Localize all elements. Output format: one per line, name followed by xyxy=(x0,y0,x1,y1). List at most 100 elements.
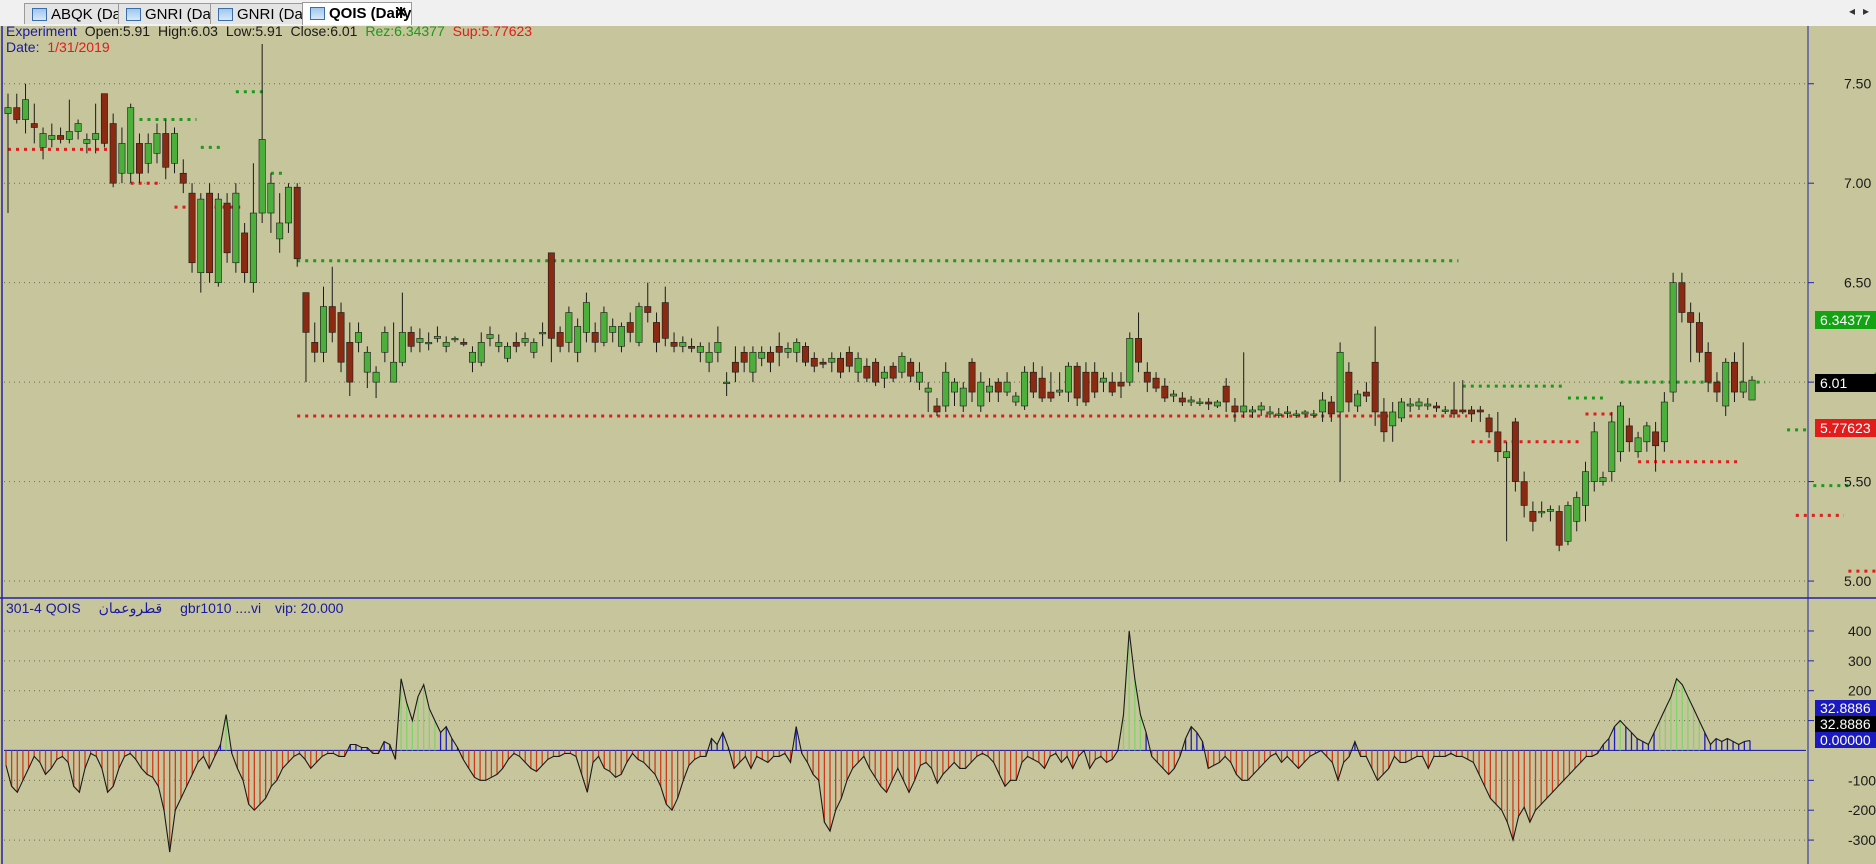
candle-body xyxy=(635,306,643,343)
candle-body xyxy=(1643,425,1651,443)
candle-body xyxy=(486,334,494,339)
candle-body xyxy=(556,332,564,347)
candle-body xyxy=(1362,391,1370,397)
tab-bar: ABQK (Daily) GNRI (Daily) GNRI (Daily) Q… xyxy=(0,0,1876,27)
price-pane-header: Experiment Open:5.91 High:6.03 Low:5.91 … xyxy=(6,26,532,39)
candle-body xyxy=(1371,361,1379,413)
tab-gnri-daily-1[interactable]: GNRI (Daily) xyxy=(118,3,212,24)
candle-body xyxy=(1397,401,1405,419)
price-tick-label: 5.50 xyxy=(1844,474,1871,490)
candle-body xyxy=(1380,411,1388,433)
candle-body xyxy=(1582,471,1589,506)
scroll-left-icon[interactable]: ◂ xyxy=(1849,4,1856,18)
candle-body xyxy=(653,322,660,343)
osc-tag1: 32.8886 xyxy=(1820,700,1871,716)
tab-qois-daily[interactable]: QOIS (Daily) ✕ xyxy=(302,2,412,25)
oscillator-tick-label: -200 xyxy=(1848,802,1876,818)
tab-gnri-daily-2[interactable]: GNRI (Daily) xyxy=(210,3,304,24)
candle-body xyxy=(1170,393,1178,397)
candle-body xyxy=(65,131,73,140)
tab-label: GNRI (Daily) xyxy=(237,6,303,23)
candle-body xyxy=(1336,351,1344,413)
candle-body xyxy=(1652,431,1660,447)
candle-body xyxy=(1327,401,1335,415)
low-value: Low:5.91 xyxy=(226,26,283,39)
candle-body xyxy=(57,135,65,140)
candle-body xyxy=(320,306,327,353)
candle-body xyxy=(1459,409,1467,413)
candle-body xyxy=(1485,417,1493,433)
candle-body xyxy=(206,192,214,274)
candle-body xyxy=(1590,431,1598,482)
candle-body xyxy=(136,143,143,174)
candle-body xyxy=(22,99,29,120)
candle-body xyxy=(1205,401,1213,405)
candle-body xyxy=(1064,365,1072,393)
candle-body xyxy=(1415,401,1423,407)
candle-body xyxy=(1625,425,1633,443)
oscillator-grid xyxy=(4,630,1806,841)
sup-value: Sup:5.77623 xyxy=(453,26,533,39)
candle-body xyxy=(1406,403,1414,407)
candle-body xyxy=(337,312,345,363)
tab-label: GNRI (Daily) xyxy=(145,6,211,23)
candle-body xyxy=(898,355,906,373)
candle-body xyxy=(258,139,266,214)
candle-body xyxy=(1450,409,1458,415)
candle-body xyxy=(600,312,608,343)
candle-body xyxy=(828,357,836,363)
rez-value: Rez:6.34377 xyxy=(365,26,445,39)
candle-body xyxy=(1196,401,1204,404)
candle-body xyxy=(1722,361,1730,407)
oscillator-pane-header: 301-4 QOIS قطروعمان gbr1010 ....vi vip: … xyxy=(6,600,344,617)
candle-body xyxy=(872,361,880,383)
osc-zero-tag-box xyxy=(1815,732,1876,748)
candle-body xyxy=(1529,511,1537,522)
candle-body xyxy=(959,387,967,407)
candle-body xyxy=(48,135,56,140)
candle-body xyxy=(223,202,231,254)
candle-body xyxy=(504,346,511,359)
candle-body xyxy=(1389,411,1397,427)
close-tag-box xyxy=(1815,374,1876,392)
candle-body xyxy=(968,361,976,393)
chart-area[interactable]: 5.005.506.006.507.007.50 -300-200-100100… xyxy=(0,26,1876,864)
candle-body xyxy=(188,192,196,264)
candle-body xyxy=(670,342,678,347)
candle-body xyxy=(284,186,292,224)
candle-body xyxy=(644,306,652,313)
candle-body xyxy=(688,346,696,349)
candle-body xyxy=(1608,421,1616,472)
candle-body xyxy=(845,351,853,367)
candle-body xyxy=(1029,371,1037,393)
oscillator-formula: gbr1010 ....vi xyxy=(180,600,261,616)
candle-body xyxy=(565,312,573,343)
candle-body xyxy=(1424,403,1432,407)
candle-body xyxy=(92,133,100,140)
candle-body xyxy=(889,365,897,379)
candle-body xyxy=(433,336,441,339)
candle-body xyxy=(232,192,240,264)
oscillator-line xyxy=(5,630,1751,853)
candle-body xyxy=(1161,385,1169,399)
candle-body xyxy=(863,365,871,379)
chart-icon xyxy=(218,8,233,21)
chart-background xyxy=(0,26,1876,864)
rez-tag-box xyxy=(1815,311,1876,329)
candle-body xyxy=(1038,377,1046,399)
candle-body xyxy=(328,306,336,333)
candle-body xyxy=(1520,481,1528,506)
candle-body xyxy=(994,381,1002,393)
candle-body xyxy=(1617,405,1624,453)
scroll-right-icon[interactable]: ▸ xyxy=(1863,4,1870,18)
close-value: Close:6.01 xyxy=(291,26,358,39)
candle-body xyxy=(144,143,152,164)
candle-body xyxy=(521,338,529,343)
tab-abqk-daily[interactable]: ABQK (Daily) xyxy=(24,3,120,24)
candle-body xyxy=(696,346,704,353)
candle-body xyxy=(1152,377,1160,389)
candle-body xyxy=(766,351,774,363)
candle-body xyxy=(407,332,415,347)
close-icon[interactable]: ✕ xyxy=(395,4,407,20)
candle-body xyxy=(1292,413,1300,416)
